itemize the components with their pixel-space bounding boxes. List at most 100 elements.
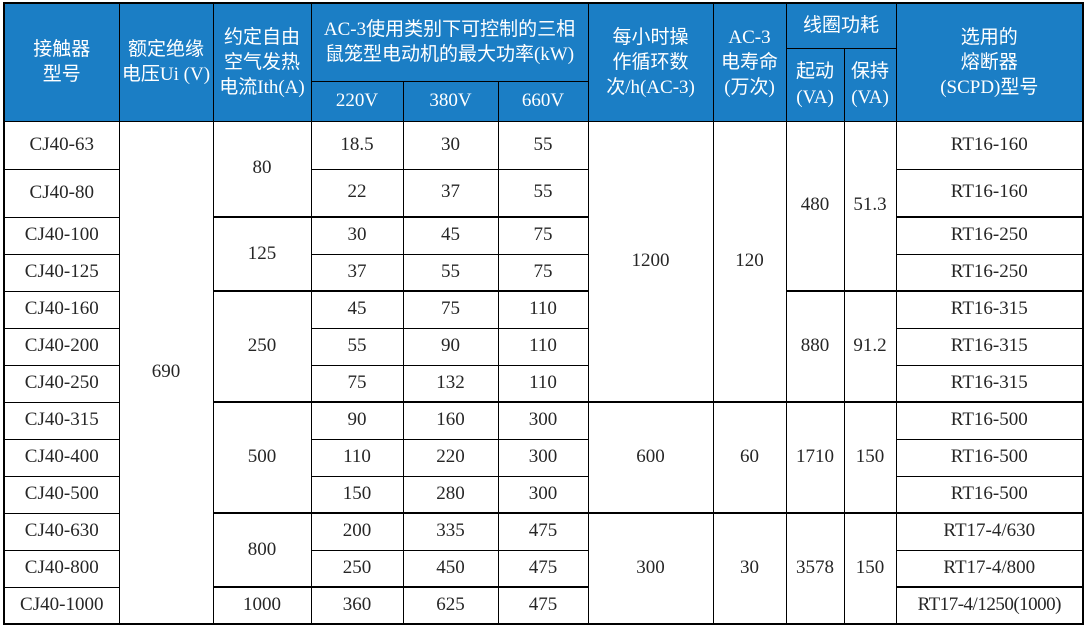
table-row: CJ40-80 22 37 55 RT16-160 bbox=[3, 168, 1084, 218]
life-cell: 60 bbox=[712, 401, 787, 514]
table-header: 接触器 型号 额定绝缘 电压Ui (V) 约定自由 空气发热 电流Ith(A) … bbox=[3, 2, 1084, 122]
ith-cell: 125 bbox=[212, 216, 312, 292]
fuse-cell: RT17-4/630 bbox=[895, 512, 1084, 551]
power-660-cell: 110 bbox=[497, 364, 589, 403]
power-380-cell: 37 bbox=[402, 168, 499, 218]
power-380-cell: 220 bbox=[402, 438, 499, 477]
power-660-cell: 75 bbox=[497, 253, 589, 292]
header-380v: 380V bbox=[402, 80, 499, 122]
table-row: CJ40-400 110 220 300 RT16-500 bbox=[3, 438, 1084, 477]
ith-cell: 250 bbox=[212, 290, 312, 403]
header-row-3: 220V 380V 660V bbox=[4, 80, 1083, 122]
power-660-cell: 300 bbox=[497, 401, 589, 440]
power-660-cell: 475 bbox=[497, 512, 589, 551]
model-cell: CJ40-80 bbox=[3, 168, 120, 218]
table-row: CJ40-125 37 55 75 RT16-250 bbox=[3, 253, 1084, 292]
coil-hold-cell: 51.3 bbox=[843, 120, 897, 292]
header-contactor-model: 接触器 型号 bbox=[3, 2, 120, 122]
power-220-cell: 90 bbox=[310, 401, 404, 440]
table-row: CJ40-315 500 90 160 300 600 60 1710 150 … bbox=[3, 401, 1084, 514]
power-660-cell: 475 bbox=[497, 586, 589, 625]
header-row-2: 起动 (VA) 保持 (VA) bbox=[4, 47, 1083, 122]
model-cell: CJ40-1000 bbox=[3, 586, 120, 625]
fuse-cell: RT16-500 bbox=[895, 401, 1084, 440]
fuse-cell: RT16-315 bbox=[895, 364, 1084, 403]
ith-cell: 1000 bbox=[212, 586, 312, 625]
operations-cell: 300 bbox=[587, 512, 714, 625]
ith-cell: 80 bbox=[212, 120, 312, 218]
header-row-1: 接触器 型号 额定绝缘 电压Ui (V) 约定自由 空气发热 电流Ith(A) … bbox=[3, 2, 1084, 122]
fuse-cell: RT16-315 bbox=[895, 290, 1084, 329]
table-row: CJ40-100 125 30 45 75 RT16-250 bbox=[3, 216, 1084, 292]
power-220-cell: 250 bbox=[310, 549, 404, 588]
life-cell: 120 bbox=[712, 120, 787, 403]
header-insulation-voltage: 额定绝缘 电压Ui (V) bbox=[118, 2, 214, 122]
header-coil-consumption: 线圈功耗 bbox=[785, 2, 897, 49]
header-coil-start: 起动 (VA) bbox=[785, 47, 845, 122]
power-220-cell: 30 bbox=[310, 216, 404, 255]
table-row: CJ40-630 800 200 335 475 300 30 3578 150… bbox=[3, 512, 1084, 625]
coil-start-cell: 880 bbox=[785, 290, 845, 403]
model-cell: CJ40-200 bbox=[3, 327, 120, 366]
header-660v: 660V bbox=[497, 80, 589, 122]
power-220-cell: 55 bbox=[310, 327, 404, 366]
fuse-cell: RT16-315 bbox=[895, 327, 1084, 366]
model-cell: CJ40-125 bbox=[3, 253, 120, 292]
header-coil-hold: 保持 (VA) bbox=[843, 47, 897, 122]
header-fuse-type: 选用的 熔断器 (SCPD)型号 bbox=[895, 2, 1084, 122]
power-660-cell: 475 bbox=[497, 549, 589, 588]
power-220-cell: 200 bbox=[310, 512, 404, 551]
power-660-cell: 300 bbox=[497, 438, 589, 477]
power-380-cell: 75 bbox=[402, 290, 499, 329]
power-660-cell: 55 bbox=[497, 120, 589, 170]
life-cell: 30 bbox=[712, 512, 787, 625]
power-380-cell: 132 bbox=[402, 364, 499, 403]
power-220-cell: 37 bbox=[310, 253, 404, 292]
coil-hold-cell: 91.2 bbox=[843, 290, 897, 403]
power-380-cell: 90 bbox=[402, 327, 499, 366]
coil-start-cell: 480 bbox=[785, 120, 845, 292]
fuse-cell: RT16-160 bbox=[895, 168, 1084, 218]
model-cell: CJ40-315 bbox=[3, 401, 120, 440]
model-cell: CJ40-630 bbox=[3, 512, 120, 551]
power-220-cell: 360 bbox=[310, 586, 404, 625]
table-row: CJ40-250 75 132 110 RT16-315 bbox=[3, 364, 1084, 403]
fuse-cell: RT17-4/800 bbox=[895, 549, 1084, 588]
power-220-cell: 45 bbox=[310, 290, 404, 329]
power-220-cell: 18.5 bbox=[310, 120, 404, 170]
model-cell: CJ40-400 bbox=[3, 438, 120, 477]
power-220-cell: 110 bbox=[310, 438, 404, 477]
table-row: CJ40-200 55 90 110 RT16-315 bbox=[3, 327, 1084, 366]
fuse-cell: RT17-4/1250(1000) bbox=[895, 586, 1084, 625]
table-row: CJ40-500 150 280 300 RT16-500 bbox=[3, 475, 1084, 514]
header-thermal-current: 约定自由 空气发热 电流Ith(A) bbox=[212, 2, 312, 122]
power-380-cell: 335 bbox=[402, 512, 499, 551]
model-cell: CJ40-63 bbox=[3, 120, 120, 170]
model-cell: CJ40-160 bbox=[3, 290, 120, 329]
contactor-spec-table: 接触器 型号 额定绝缘 电压Ui (V) 约定自由 空气发热 电流Ith(A) … bbox=[3, 2, 1085, 625]
power-380-cell: 450 bbox=[402, 549, 499, 588]
header-220v: 220V bbox=[310, 80, 404, 122]
fuse-cell: RT16-500 bbox=[895, 438, 1084, 477]
insulation-voltage-cell: 690 bbox=[118, 120, 214, 625]
table-body: CJ40-63 690 80 18.5 30 55 1200 120 480 5… bbox=[3, 120, 1084, 625]
power-380-cell: 45 bbox=[402, 216, 499, 255]
power-220-cell: 22 bbox=[310, 168, 404, 218]
power-220-cell: 75 bbox=[310, 364, 404, 403]
header-operating-cycles: 每小时操 作循环数 次/h(AC-3) bbox=[587, 2, 714, 122]
power-660-cell: 300 bbox=[497, 475, 589, 514]
power-380-cell: 280 bbox=[402, 475, 499, 514]
model-cell: CJ40-100 bbox=[3, 216, 120, 255]
fuse-cell: RT16-250 bbox=[895, 216, 1084, 255]
coil-hold-cell: 150 bbox=[843, 512, 897, 625]
model-cell: CJ40-500 bbox=[3, 475, 120, 514]
table-row: CJ40-63 690 80 18.5 30 55 1200 120 480 5… bbox=[3, 120, 1084, 625]
table-row: CJ40-1000 1000 360 625 475 RT17-4/1250(1… bbox=[3, 586, 1084, 625]
fuse-cell: RT16-500 bbox=[895, 475, 1084, 514]
ith-cell: 800 bbox=[212, 512, 312, 588]
table-row: CJ40-160 250 45 75 110 880 91.2 RT16-315 bbox=[3, 290, 1084, 403]
power-660-cell: 55 bbox=[497, 168, 589, 218]
header-ac3-max-power: AC-3使用类别下可控制的三相 鼠笼型电动机的最大功率(kW) bbox=[310, 2, 589, 82]
power-380-cell: 30 bbox=[402, 120, 499, 170]
power-380-cell: 625 bbox=[402, 586, 499, 625]
